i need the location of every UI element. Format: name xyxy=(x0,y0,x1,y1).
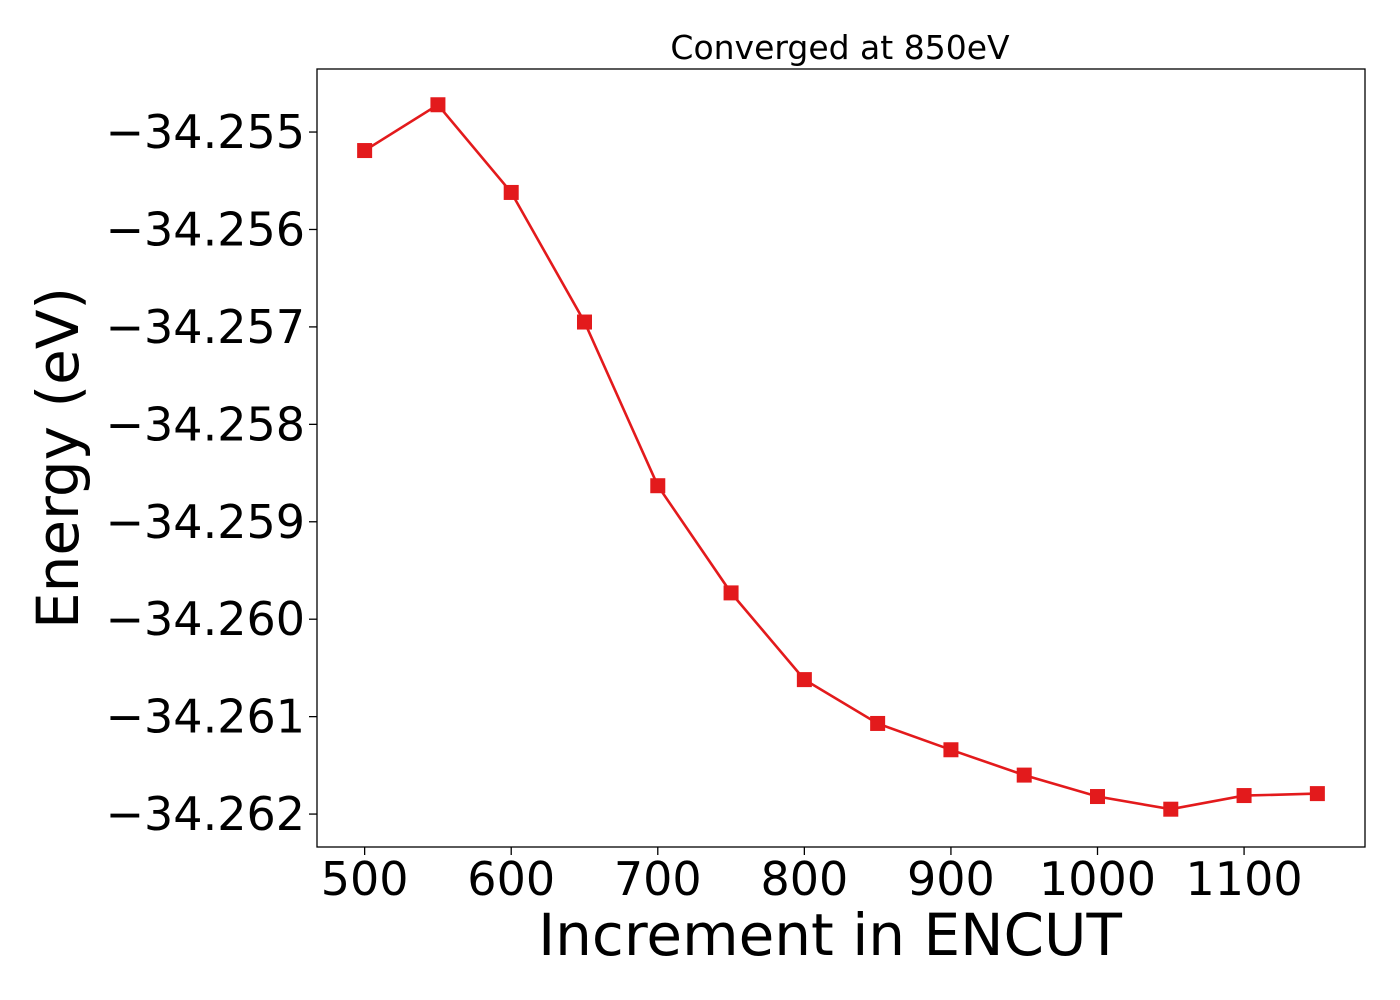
y-axis-label: Energy (eV) xyxy=(24,287,92,629)
y-tick-label: −34.261 xyxy=(106,690,306,744)
plot-area xyxy=(316,68,1366,848)
data-point xyxy=(723,585,739,601)
data-point xyxy=(1163,801,1179,817)
data-point xyxy=(357,143,373,159)
y-tick-label: −34.260 xyxy=(106,592,306,646)
x-tick-label: 600 xyxy=(467,852,555,906)
data-point xyxy=(576,314,592,330)
data-point xyxy=(430,97,446,113)
series-line xyxy=(363,103,1318,811)
x-tick-label: 500 xyxy=(321,852,409,906)
y-tick-label: −34.262 xyxy=(106,787,306,841)
y-tick-label: −34.256 xyxy=(106,202,306,256)
y-tick-label: −34.258 xyxy=(106,397,306,451)
data-point xyxy=(870,715,886,731)
data-point xyxy=(503,184,519,200)
x-tick-label: 1000 xyxy=(1039,852,1156,906)
data-point xyxy=(1309,786,1325,802)
x-tick-label: 800 xyxy=(760,852,848,906)
chart-title: Converged at 850eV xyxy=(670,28,1010,67)
data-point xyxy=(1236,788,1252,804)
y-tick-label: −34.259 xyxy=(106,495,306,549)
data-point xyxy=(1090,789,1106,805)
axes-frame xyxy=(316,68,1366,848)
data-point xyxy=(650,478,666,494)
series-layer xyxy=(357,97,1325,817)
x-tick-label: 900 xyxy=(907,852,995,906)
y-axis: −34.255 −34.256 −34.257 −34.258 −34.259 −34.2… xyxy=(106,105,317,841)
y-tick-label: −34.257 xyxy=(106,300,306,354)
y-tick-label: −34.255 xyxy=(106,105,306,159)
x-tick-label: 1100 xyxy=(1186,852,1303,906)
data-point xyxy=(943,742,959,758)
x-axis-label: Increment in ENCUT xyxy=(538,901,1122,969)
data-point xyxy=(1016,767,1032,783)
data-point xyxy=(796,672,812,688)
x-axis: 500 600 700 800 900 1000 1100 xyxy=(321,847,1303,906)
x-tick-label: 700 xyxy=(614,852,702,906)
